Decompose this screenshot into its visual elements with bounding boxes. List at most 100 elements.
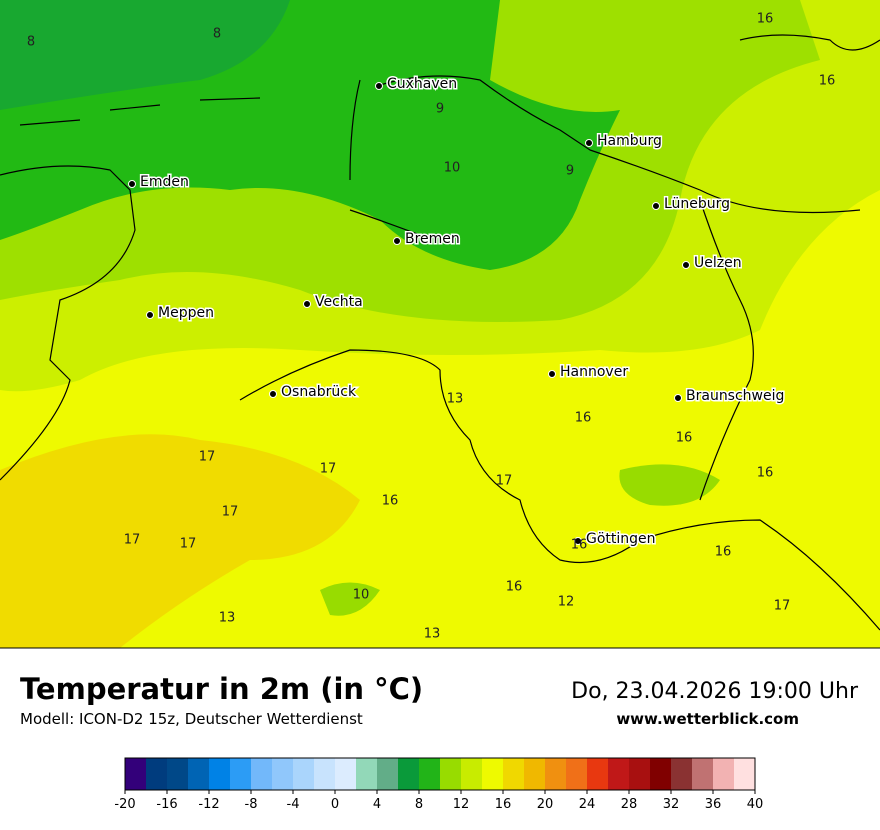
- legend-swatch: [377, 758, 399, 790]
- legend-swatch: [188, 758, 210, 790]
- legend-tick-label: 24: [579, 797, 596, 812]
- website: www.wetterblick.com: [616, 710, 799, 728]
- temperature-label: 17: [180, 537, 197, 552]
- borders: [0, 34, 880, 631]
- legend-tick-label: 4: [373, 797, 381, 812]
- legend-swatch: [566, 758, 588, 790]
- city-dot: [269, 390, 277, 398]
- legend-swatch: [272, 758, 294, 790]
- city-label: Hannover: [560, 364, 628, 380]
- temperature-label: 17: [199, 450, 216, 465]
- legend-tick-label: -8: [245, 797, 258, 812]
- legend-tick-label: -16: [156, 797, 177, 812]
- legend-tick-label: 28: [621, 797, 638, 812]
- legend-swatch: [671, 758, 693, 790]
- legend-tick-label: 12: [453, 797, 470, 812]
- city-dot: [375, 82, 383, 90]
- legend-swatch: [461, 758, 483, 790]
- temperature-label: 17: [496, 474, 513, 489]
- temperature-label: 16: [757, 12, 774, 27]
- temperature-label: 16: [715, 545, 732, 560]
- temperature-label: 9: [436, 102, 444, 117]
- legend-swatch: [692, 758, 714, 790]
- state-line: [239, 209, 880, 631]
- coast-line: [349, 75, 861, 214]
- legend-tick-label: -12: [198, 797, 219, 812]
- legend-swatch: [251, 758, 273, 790]
- city-dot: [585, 139, 593, 147]
- city-label: Osnabrück: [281, 384, 357, 400]
- city-label: Göttingen: [586, 531, 656, 547]
- legend-tick-label: 0: [331, 797, 339, 812]
- temperature-label: 16: [757, 466, 774, 481]
- city-label: Cuxhaven: [387, 76, 457, 92]
- legend-tick-label: -4: [287, 797, 300, 812]
- legend-swatch: [314, 758, 336, 790]
- temperature-label: 13: [447, 392, 464, 407]
- legend-swatch: [398, 758, 420, 790]
- legend-frame: [124, 757, 756, 791]
- legend-swatch: [440, 758, 462, 790]
- temperature-label: 17: [774, 599, 791, 614]
- cool-spot: [320, 582, 380, 616]
- map: [0, 0, 880, 648]
- temperature-label: 12: [558, 595, 575, 610]
- legend-swatch: [293, 758, 315, 790]
- city-dot: [303, 300, 311, 308]
- legend-swatch: [629, 758, 651, 790]
- temperature-label: 16: [676, 431, 693, 446]
- island-lines: [19, 97, 261, 126]
- legend-swatch: [587, 758, 609, 790]
- city-label: Hamburg: [597, 133, 662, 149]
- temperature-label: 13: [424, 627, 441, 642]
- city-dot: [146, 311, 154, 319]
- legend-swatch: [482, 758, 504, 790]
- legend-swatch: [167, 758, 189, 790]
- temperature-label: 16: [506, 580, 523, 595]
- temperature-label: 8: [27, 35, 35, 50]
- legend-tick-label: 40: [747, 797, 764, 812]
- city-label: Uelzen: [694, 255, 742, 271]
- city-dot: [652, 202, 660, 210]
- legend-tick-label: 36: [705, 797, 722, 812]
- city-dot: [574, 537, 582, 545]
- legend-swatch: [524, 758, 546, 790]
- temperature-label: 16: [382, 494, 399, 509]
- city-label: Braunschweig: [686, 388, 784, 404]
- temperature-label: 17: [124, 533, 141, 548]
- legend-tick-label: -20: [114, 797, 135, 812]
- city-dot: [682, 261, 690, 269]
- legend-tick-label: 16: [495, 797, 512, 812]
- date: Do, 23.04.2026 19:00 Uhr: [571, 679, 859, 704]
- state-line: [699, 199, 754, 501]
- coast-line: [739, 34, 880, 51]
- temperature-label: 17: [222, 505, 239, 520]
- model-info: Modell: ICON-D2 15z, Deutscher Wetterdie…: [20, 710, 363, 728]
- city-label: Lüneburg: [664, 196, 730, 212]
- legend-tick-label: 32: [663, 797, 680, 812]
- city-label: Meppen: [158, 305, 214, 321]
- legend-swatch: [545, 758, 567, 790]
- city-dot: [393, 237, 401, 245]
- city-label: Emden: [140, 174, 189, 190]
- legend-swatch: [713, 758, 735, 790]
- temperature-label: 9: [566, 164, 574, 179]
- temperature-label: 10: [444, 161, 461, 176]
- border-line: [0, 165, 136, 481]
- legend-swatch: [503, 758, 525, 790]
- temperature-label: 16: [819, 74, 836, 89]
- legend-tick-label: 20: [537, 797, 554, 812]
- city-dot: [128, 180, 136, 188]
- legend-swatch: [125, 758, 147, 790]
- cities: Cuxhaven Hamburg Emden Lüneburg Bremen Uelzen…: [128, 75, 786, 549]
- legend-swatch: [650, 758, 672, 790]
- warm-area: [0, 434, 360, 648]
- legend-swatch: [419, 758, 441, 790]
- temperature-label: 8: [213, 27, 221, 42]
- temperature-label: 10: [353, 588, 370, 603]
- color-legend: -20 -16 -12 -8 -4 0 4 8 12 16 20 24 28 32 36 40: [114, 757, 764, 812]
- city-dot: [548, 370, 556, 378]
- sea-area: [0, 0, 290, 110]
